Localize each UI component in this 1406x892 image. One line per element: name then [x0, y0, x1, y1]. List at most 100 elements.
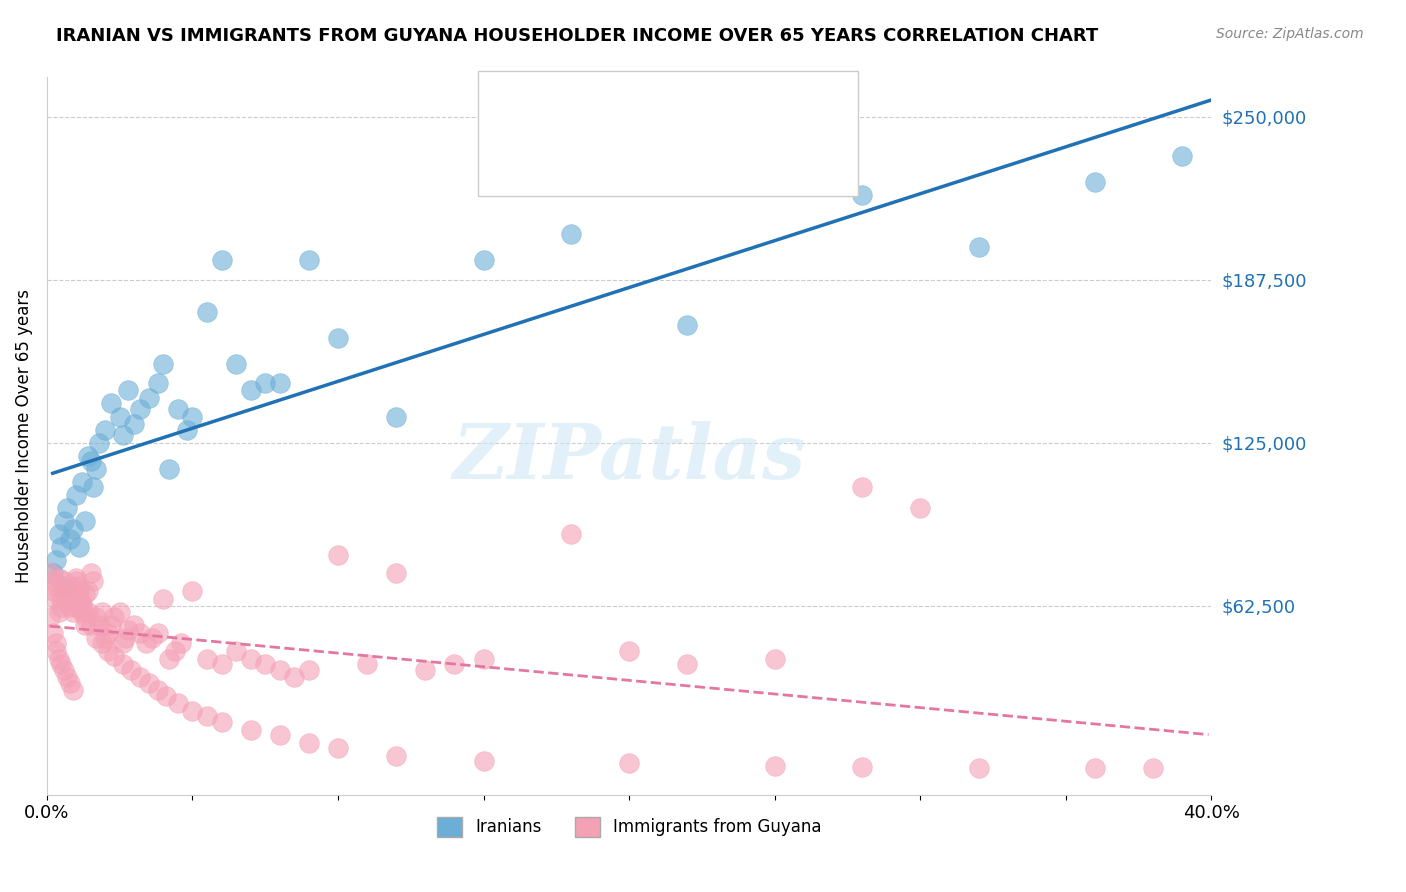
Point [94, 423, 117, 437]
Point [103, 610, 125, 624]
Point [62, 592, 84, 607]
Point [91, 605, 114, 619]
Point [157, 652, 180, 666]
Point [117, 624, 139, 638]
Point [283, 670, 305, 684]
Point [181, 409, 204, 424]
Point [181, 584, 204, 599]
Point [89, 435, 111, 450]
Point [472, 652, 495, 666]
Point [617, 756, 640, 771]
Point [120, 663, 142, 677]
Point [225, 357, 247, 371]
Point [79, 566, 101, 580]
Point [65, 488, 87, 502]
Point [967, 761, 990, 775]
Point [108, 605, 131, 619]
Point [65, 571, 87, 585]
Point [146, 376, 169, 390]
Point [48, 652, 70, 666]
Point [385, 566, 408, 580]
Point [1084, 761, 1107, 775]
Point [89, 618, 111, 632]
Text: R =: R = [534, 85, 571, 103]
Y-axis label: Householder Income Over 65 years: Householder Income Over 65 years [15, 289, 32, 583]
Point [146, 683, 169, 698]
Point [560, 527, 582, 541]
Point [676, 657, 699, 672]
Point [326, 740, 349, 755]
Point [86, 461, 108, 475]
Point [76, 584, 98, 599]
Point [298, 663, 321, 677]
Point [91, 636, 114, 650]
Point [1084, 175, 1107, 189]
Point [79, 454, 101, 468]
Point [157, 461, 180, 475]
Point [51, 540, 73, 554]
Point [298, 735, 321, 749]
Point [443, 657, 465, 672]
Point [67, 579, 90, 593]
Point [62, 683, 84, 698]
Point [269, 728, 291, 742]
Point [195, 305, 218, 319]
Point [167, 401, 190, 416]
Point [51, 599, 73, 614]
Point [56, 500, 79, 515]
Point [70, 475, 93, 489]
Point [108, 409, 131, 424]
Point [763, 652, 786, 666]
Point [97, 644, 120, 658]
Point [117, 384, 139, 398]
Text: N =: N = [682, 125, 718, 143]
Point [129, 670, 152, 684]
Point [211, 252, 233, 267]
Point [152, 357, 174, 371]
Point [122, 417, 145, 432]
Point [254, 376, 277, 390]
Point [82, 480, 104, 494]
Text: N =: N = [682, 85, 718, 103]
Point [48, 605, 70, 619]
Point [298, 252, 321, 267]
Point [910, 500, 932, 515]
Point [326, 331, 349, 345]
Point [851, 480, 873, 494]
Point [65, 574, 87, 588]
Text: 0.103: 0.103 [598, 125, 650, 143]
Point [135, 636, 157, 650]
Text: Source: ZipAtlas.com: Source: ZipAtlas.com [1216, 27, 1364, 41]
Text: ZIPatlas: ZIPatlas [453, 421, 806, 494]
Point [415, 663, 437, 677]
Point [239, 384, 262, 398]
Point [111, 657, 134, 672]
Point [129, 401, 152, 416]
Point [385, 409, 408, 424]
Point [326, 548, 349, 562]
Point [67, 584, 90, 599]
Point [170, 636, 193, 650]
Point [111, 427, 134, 442]
Point [73, 587, 96, 601]
Point [45, 553, 67, 567]
Point [472, 754, 495, 768]
Point [1171, 149, 1194, 163]
Point [122, 618, 145, 632]
Point [45, 644, 67, 658]
Point [86, 631, 108, 645]
Point [254, 657, 277, 672]
Point [356, 657, 378, 672]
Point [239, 723, 262, 737]
Point [76, 605, 98, 619]
Point [70, 599, 93, 614]
Point [100, 618, 122, 632]
Point [167, 697, 190, 711]
Point [41, 566, 63, 580]
Point [73, 610, 96, 624]
Point [79, 618, 101, 632]
Point [195, 652, 218, 666]
Point [73, 514, 96, 528]
Point [967, 240, 990, 254]
Point [41, 626, 63, 640]
